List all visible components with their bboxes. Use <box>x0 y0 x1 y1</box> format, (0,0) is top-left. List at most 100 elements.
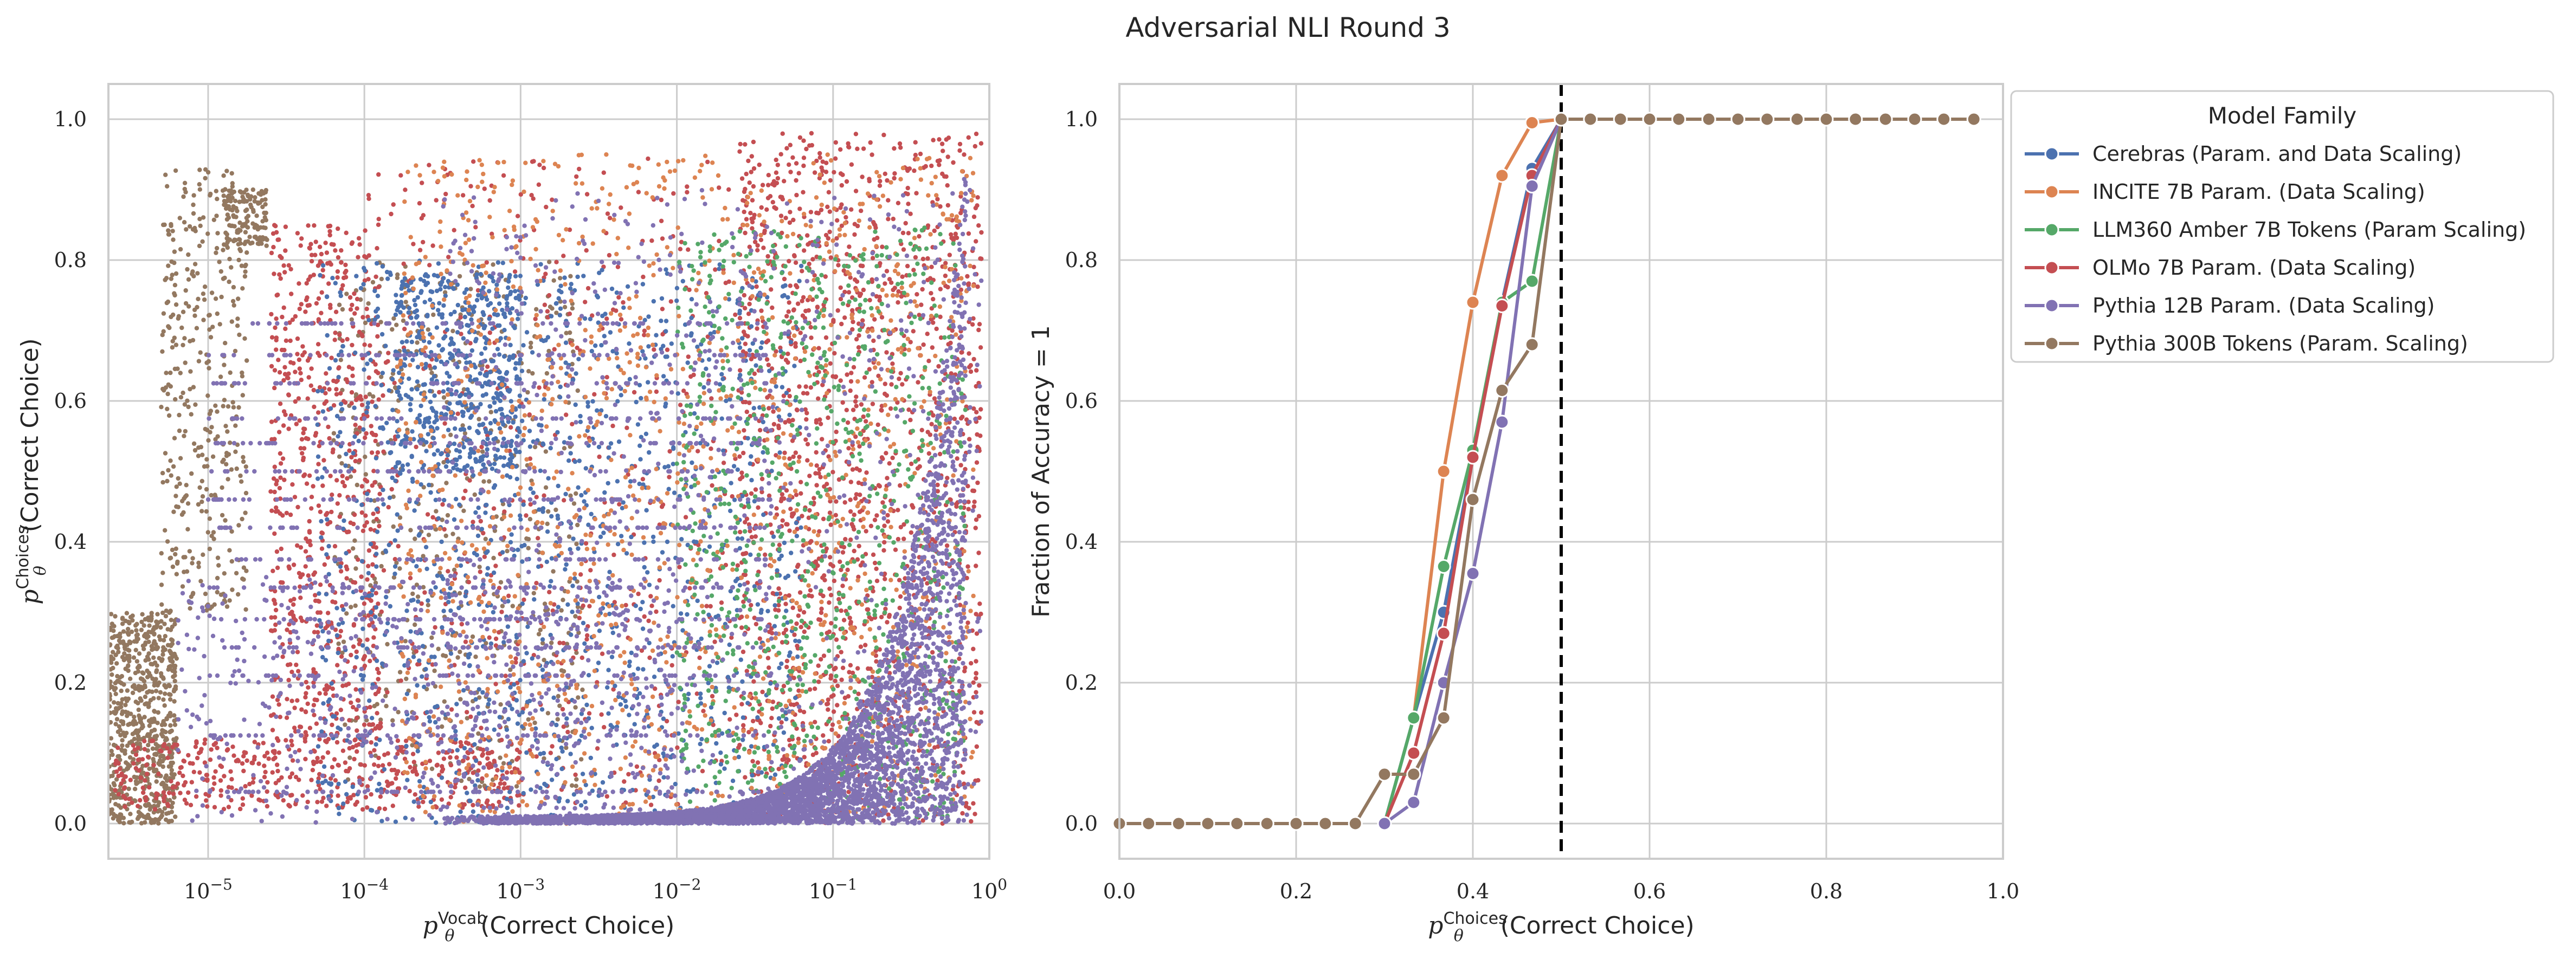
scatter-point <box>879 315 885 320</box>
scatter-point <box>205 393 210 398</box>
scatter-point <box>178 371 183 375</box>
scatter-point <box>870 256 875 261</box>
scatter-point <box>262 763 267 768</box>
scatter-point <box>780 131 785 136</box>
scatter-point <box>297 748 302 753</box>
scatter-point <box>137 814 142 819</box>
scatter-point <box>839 183 845 188</box>
scatter-point <box>440 517 445 522</box>
scatter-point <box>455 655 460 660</box>
scatter-point <box>165 391 170 397</box>
scatter-point <box>887 614 892 619</box>
scatter-point <box>471 159 476 164</box>
scatter-point <box>476 768 481 773</box>
scatter-point <box>436 646 441 651</box>
scatter-point <box>563 340 569 345</box>
scatter-point <box>974 676 978 681</box>
scatter-point <box>812 496 816 501</box>
scatter-point <box>794 192 799 198</box>
scatter-point <box>351 705 356 710</box>
scatter-point <box>274 736 280 741</box>
scatter-point <box>161 222 166 228</box>
scatter-point <box>761 245 766 250</box>
scatter-point <box>863 643 868 647</box>
scatter-point <box>181 309 186 314</box>
scatter-point <box>163 172 168 177</box>
scatter-point <box>156 803 160 808</box>
scatter-point <box>884 350 889 355</box>
scatter-point <box>145 668 150 673</box>
scatter-point <box>228 207 233 212</box>
scatter-point <box>604 316 609 321</box>
scatter-point <box>149 792 154 796</box>
scatter-point <box>240 224 245 229</box>
scatter-point <box>826 707 830 712</box>
scatter-point <box>160 734 165 739</box>
scatter-point <box>295 504 300 510</box>
scatter-point <box>898 483 903 488</box>
scatter-point <box>436 750 441 755</box>
scatter-point <box>440 764 445 769</box>
scatter-point <box>162 703 167 708</box>
scatter-point <box>292 597 297 601</box>
scatter-point <box>391 494 396 499</box>
scatter-point <box>834 499 839 504</box>
scatter-point <box>353 427 358 432</box>
scatter-point <box>819 657 823 662</box>
scatter-point <box>281 305 286 310</box>
scatter-point <box>848 497 853 502</box>
scatter-point <box>743 142 748 147</box>
scatter-point <box>765 254 770 259</box>
scatter-point <box>842 500 847 505</box>
scatter-point <box>566 534 572 539</box>
scatter-point <box>148 720 153 725</box>
scatter-point <box>471 802 475 808</box>
scatter-point <box>919 302 924 307</box>
scatter-point <box>846 446 851 451</box>
scatter-point <box>545 529 550 534</box>
scatter-point <box>788 142 793 147</box>
scatter-point <box>191 193 196 198</box>
scatter-point <box>804 417 809 422</box>
scatter-point <box>236 592 241 597</box>
scatter-point <box>359 510 364 515</box>
scatter-point <box>649 238 654 243</box>
scatter-point <box>139 698 144 703</box>
scatter-point <box>191 211 196 216</box>
scatter-point <box>278 451 283 456</box>
scatter-point <box>923 164 928 169</box>
scatter-point <box>875 422 880 427</box>
scatter-point <box>154 619 159 624</box>
scatter-point <box>926 451 932 456</box>
scatter-point <box>182 402 188 407</box>
scatter-point <box>861 287 866 293</box>
scatter-point <box>757 636 762 641</box>
scatter-point <box>294 662 299 668</box>
scatter-point <box>228 769 233 774</box>
scatter-point <box>481 479 486 484</box>
scatter-point <box>825 702 829 707</box>
scatter-point <box>359 574 364 579</box>
scatter-point <box>874 659 879 664</box>
scatter-point <box>123 774 128 779</box>
scatter-point <box>286 392 291 397</box>
scatter-point <box>202 741 207 746</box>
scatter-point <box>303 756 308 762</box>
scatter-point <box>851 407 856 412</box>
scatter-point <box>165 746 170 751</box>
scatter-point <box>363 435 368 440</box>
scatter-point <box>402 327 407 332</box>
scatter-point <box>286 371 291 376</box>
scatter-point <box>287 566 292 571</box>
scatter-point <box>215 575 220 581</box>
scatter-point <box>370 399 375 404</box>
scatter-point <box>675 745 680 750</box>
scatter-point <box>171 689 177 694</box>
scatter-point <box>197 182 202 187</box>
scatter-point <box>883 281 887 286</box>
scatter-point <box>224 748 230 753</box>
scatter-point <box>819 606 824 611</box>
scatter-point <box>134 633 139 638</box>
scatter-point <box>224 198 230 204</box>
scatter-point <box>212 781 217 786</box>
